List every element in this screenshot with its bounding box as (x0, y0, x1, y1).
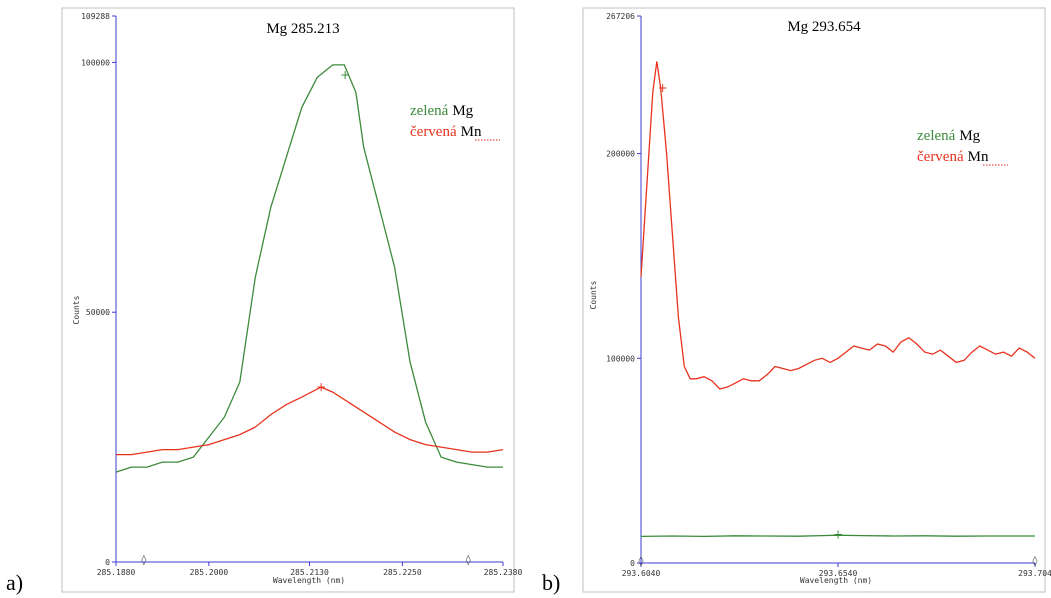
panel-a-series-2-line (116, 386, 504, 456)
panel-a-peak-marker: + (340, 68, 350, 82)
panel-a: a) Mg 285.213 0 50000 100000 109288 285.1880… (6, 7, 522, 595)
panel-b-y-tick-label: 267206 (606, 12, 635, 21)
panel-a-peak-marker: + (316, 380, 326, 394)
panel-a-legend-1-element: Mg (452, 103, 473, 119)
panel-b-y-tick-label: 200000 (606, 150, 635, 159)
panel-b-peak-marker: + (658, 81, 668, 95)
panel-a-title: Mg 285.213 (266, 21, 339, 37)
panel-a-xlabel: Wavelength (nm) (273, 576, 345, 585)
panel-b-baseline-mark: ◊ (639, 555, 644, 567)
panel-a-letter: a) (6, 570, 23, 595)
panel-a-y-tick-label: 0 (105, 558, 110, 567)
panel-a-legend-2-word: červená (410, 124, 457, 140)
panel-a-series-1-line (115, 64, 503, 473)
panel-b-series-1-line (640, 534, 1035, 538)
panel-b-ylabel: Counts (589, 280, 598, 309)
panel-b-series-2-line (640, 61, 1036, 390)
panel-b-plot-area: 0 100000 200000 267206 293.6040 293.6540 293.7… (606, 12, 1051, 578)
panel-a-x-tick-label: 285.2130 (290, 568, 329, 577)
panel-b-legend-2-word: červená (917, 149, 964, 165)
panel-b-peak-marker: + (833, 528, 843, 542)
panel-b-x-tick-label: 293.6540 (819, 569, 858, 578)
panel-b-legend-1-element: Mg (959, 128, 980, 144)
panel-a-legend-1: zelená Mg (410, 103, 474, 119)
panel-a-legend-2-element: Mn (461, 124, 482, 140)
panel-a-ylabel: Counts (72, 295, 81, 324)
panel-b-y-tick-label: 0 (630, 559, 635, 568)
panel-b-legend-1: zelená Mg (917, 128, 981, 144)
panel-a-frame (61, 7, 515, 593)
panel-b-legend-2-element: Mn (968, 149, 989, 165)
panel-a-x-tick-label: 285.2000 (190, 568, 229, 577)
panel-b-letter: b) (542, 570, 560, 595)
panel-a-legend-2: červená Mn (410, 124, 482, 140)
panel-b-xlabel: Wavelength (nm) (800, 576, 872, 585)
panel-a-y-tick-label: 109288 (81, 12, 110, 21)
panel-a-baseline-mark: ◊ (466, 554, 471, 566)
panel-a-x-tick-label: 285.2250 (383, 568, 422, 577)
panel-b-frame (582, 7, 1046, 593)
panel-b-title: Mg 293.654 (787, 19, 861, 35)
panel-b-x-tick-label: 293.6040 (622, 569, 661, 578)
panel-a-plot-area: 0 50000 100000 109288 285.1880 285.2000 285.21… (81, 12, 522, 577)
panel-b-baseline-mark: ◊ (1033, 555, 1038, 567)
panel-a-x-tick-label: 285.1880 (97, 568, 136, 577)
panel-a-y-tick-label: 100000 (81, 58, 110, 67)
panel-b: b) Mg 293.654 0 100000 200000 267206 293.604… (542, 7, 1051, 595)
panel-a-x-tick-label: 285.2380 (484, 568, 523, 577)
panel-b-legend-1-word: zelená (917, 128, 956, 144)
panel-b-legend-2: červená Mn (917, 149, 989, 165)
panel-a-y-tick-label: 50000 (86, 308, 110, 317)
panel-a-baseline-mark: ◊ (141, 554, 146, 566)
panel-b-y-tick-label: 100000 (606, 354, 635, 363)
panel-a-legend-1-word: zelená (410, 103, 449, 119)
panel-b-x-tick-label: 293.704 (1018, 569, 1051, 578)
